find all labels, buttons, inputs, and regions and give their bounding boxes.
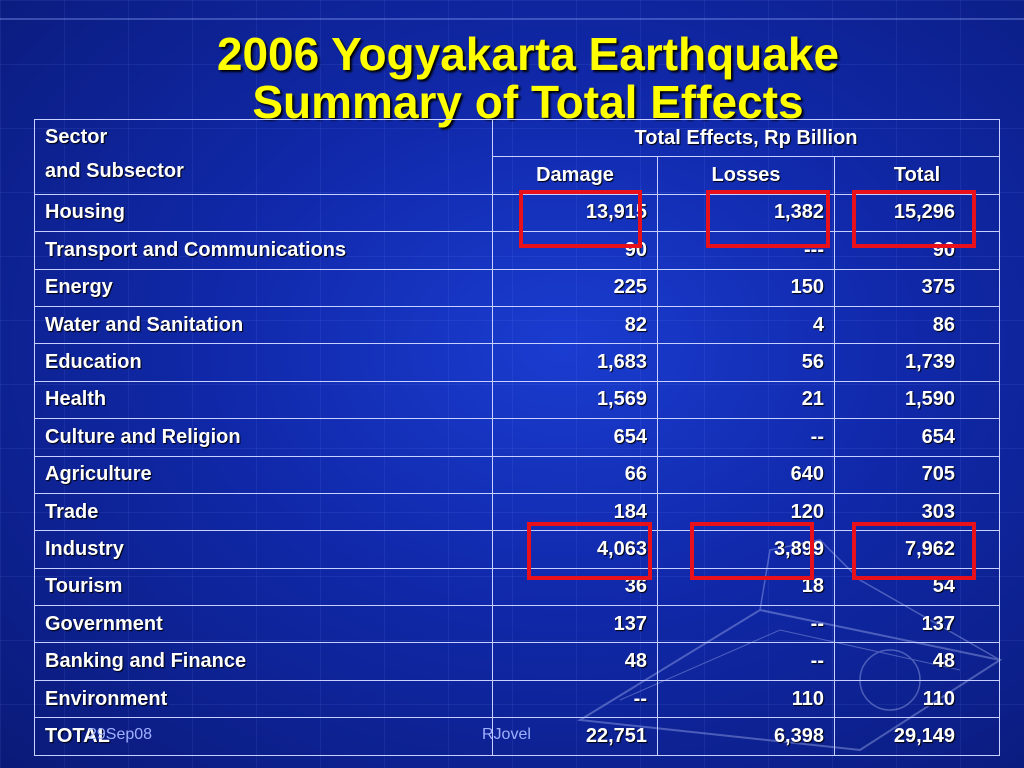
table-row: Water and Sanitation 82 4 86 (34, 305, 1001, 345)
damage-cell: 66 (492, 455, 658, 494)
sector-cell: Culture and Religion (34, 418, 493, 457)
highlight-box-housing-damage (519, 190, 642, 248)
damage-cell: 225 (492, 268, 658, 307)
table-header-row: Sector and Subsector Total Effects, Rp B… (34, 118, 1001, 195)
total-cell: 48 (833, 642, 1001, 681)
sector-cell: Tourism (34, 567, 493, 607)
losses-cell: 150 (657, 268, 835, 307)
total-cell: 137 (833, 605, 1001, 644)
table-row: Culture and Religion 654 -- 654 (34, 418, 1001, 457)
table-row: Environment -- 110 110 (34, 679, 1001, 719)
losses-cell: 21 (657, 380, 835, 420)
sector-cell: Industry (34, 530, 493, 569)
losses-cell: 3,899 (657, 530, 835, 569)
table-row: Agriculture 66 640 705 (34, 455, 1001, 494)
total-cell: 29,149 (833, 717, 1001, 756)
losses-cell: 1,382 (657, 193, 835, 233)
damage-cell: 1,569 (492, 380, 658, 420)
total-cell: 1,590 (833, 380, 1001, 420)
table-row: Education 1,683 56 1,739 (34, 343, 1001, 382)
losses-column-header: Losses (657, 156, 835, 195)
sector-cell: Banking and Finance (34, 642, 493, 681)
sector-column-header: Sector and Subsector (34, 119, 493, 195)
highlight-box-housing-total (852, 190, 976, 248)
damage-cell: 137 (492, 605, 658, 644)
top-rule (0, 18, 1024, 20)
sector-cell: Energy (34, 268, 493, 307)
sector-cell: Housing (34, 193, 493, 233)
damage-cell: -- (492, 679, 658, 719)
losses-cell: 56 (657, 343, 835, 382)
table-row: Energy 225 150 375 (34, 268, 1001, 307)
damage-cell: 4,063 (492, 530, 658, 569)
damage-cell: 82 (492, 305, 658, 345)
highlight-box-industry-total (852, 522, 976, 580)
sector-header-line-1: Sector (45, 126, 108, 148)
footer-author: RJovel (482, 726, 531, 743)
losses-cell: -- (657, 642, 835, 681)
highlight-box-industry-losses (690, 522, 814, 580)
sector-cell: Health (34, 380, 493, 420)
total-cell: 110 (833, 679, 1001, 719)
losses-cell: --- (657, 231, 835, 270)
sector-cell: Water and Sanitation (34, 305, 493, 345)
losses-cell: -- (657, 418, 835, 457)
damage-cell: 48 (492, 642, 658, 681)
footer-date: 29Sep08 (88, 726, 153, 743)
table-row: Health 1,569 21 1,590 (34, 380, 1001, 420)
sector-header-line-2: and Subsector (45, 160, 184, 182)
table-subheader-row: Damage Losses Total (35, 156, 1001, 195)
losses-cell: 18 (657, 567, 835, 607)
table-row: Banking and Finance 48 -- 48 (34, 642, 1001, 681)
effects-table: Sector and Subsector Total Effects, Rp B… (34, 118, 1001, 756)
sector-cell: Environment (34, 679, 493, 719)
losses-cell: 4 (657, 305, 835, 345)
losses-cell: -- (657, 605, 835, 644)
losses-cell: 640 (657, 455, 835, 494)
table-body: Housing 13,915 1,382 15,296 Transport and Co… (34, 193, 1001, 756)
slide-title: 2006 Yogyakarta Earthquake Summary of To… (0, 30, 1024, 126)
total-cell: 705 (833, 455, 1001, 494)
highlight-box-housing-losses (706, 190, 830, 248)
damage-cell: 654 (492, 418, 658, 457)
total-cell: 375 (833, 268, 1001, 307)
damage-cell: 22,751 (492, 717, 658, 756)
sector-cell: Government (34, 605, 493, 644)
losses-cell: 6,398 (657, 717, 835, 756)
highlight-box-industry-damage (527, 522, 652, 580)
title-line-1: 2006 Yogyakarta Earthquake (216, 28, 840, 80)
sector-cell: Trade (34, 492, 493, 532)
total-cell: 1,739 (833, 343, 1001, 382)
table-row: TOTAL 22,751 6,398 29,149 (34, 717, 1001, 756)
damage-cell: 1,683 (492, 343, 658, 382)
sector-cell: Transport and Communications (34, 231, 493, 270)
damage-column-header: Damage (492, 156, 658, 195)
table-row: Government 137 -- 137 (34, 605, 1001, 644)
losses-cell: 110 (657, 679, 835, 719)
total-effects-group-header: Total Effects, Rp Billion (491, 118, 1001, 158)
sector-cell: Agriculture (34, 455, 493, 494)
title-line-2: Summary of Total Effects (252, 76, 804, 128)
total-cell: 86 (833, 305, 1001, 345)
sector-cell: Education (34, 343, 493, 382)
total-column-header: Total (833, 156, 1001, 195)
total-cell: 654 (833, 418, 1001, 457)
table-row: Industry 4,063 3,899 7,962 (34, 530, 1001, 569)
sector-cell: TOTAL (34, 717, 493, 756)
